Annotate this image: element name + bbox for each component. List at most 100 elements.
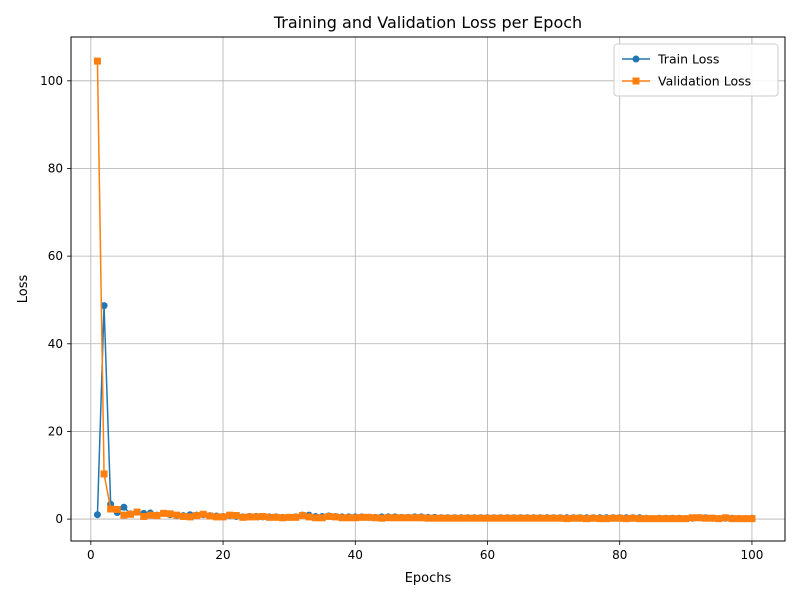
data-point: [120, 503, 128, 511]
data-point: [404, 514, 412, 522]
data-point: [338, 514, 346, 522]
data-point: [603, 515, 610, 523]
data-point: [715, 515, 723, 523]
data-point: [424, 514, 432, 522]
series-validation-loss: [93, 57, 756, 523]
data-point: [609, 514, 617, 522]
data-point: [543, 514, 551, 522]
data-point: [113, 505, 121, 513]
legend-box: [613, 43, 779, 97]
data-point: [583, 515, 591, 523]
data-point: [530, 514, 538, 522]
data-point: [576, 514, 584, 522]
axis-ticks: 0 20 40 60 80 100 0 20 40 60 80 100: [40, 74, 763, 562]
data-point: [490, 514, 498, 522]
data-point: [457, 514, 465, 522]
data-point: [93, 57, 101, 65]
x-tick-label: 100: [740, 548, 763, 562]
data-point: [325, 512, 333, 520]
data-point: [186, 513, 194, 521]
data-point: [735, 515, 743, 523]
y-tick-label: 80: [48, 161, 63, 175]
data-point: [450, 514, 458, 522]
data-point: [107, 505, 115, 513]
data-point: [120, 511, 128, 519]
data-point: [232, 512, 240, 520]
data-point: [206, 512, 214, 520]
data-point: [398, 514, 406, 522]
plot-area-frame: [70, 36, 786, 542]
data-point: [199, 510, 207, 518]
data-point: [219, 513, 227, 521]
chart-title: Training and Validation Loss per Epoch: [273, 13, 582, 32]
data-point: [292, 513, 300, 521]
data-point: [675, 515, 683, 523]
data-point: [596, 515, 604, 523]
data-point: [695, 514, 703, 522]
legend-marker: [632, 55, 640, 63]
data-point: [239, 513, 247, 521]
data-point: [312, 514, 320, 522]
data-point: [226, 511, 234, 519]
data-point: [272, 513, 280, 521]
data-point: [444, 514, 452, 522]
data-point: [536, 514, 544, 522]
data-point: [662, 515, 670, 523]
data-point: [345, 514, 353, 522]
data-point: [503, 514, 511, 522]
data-point: [179, 512, 187, 520]
data-point: [655, 515, 663, 523]
data-point: [636, 515, 644, 523]
y-tick-label: 60: [48, 249, 63, 263]
data-point: [728, 515, 736, 523]
data-point: [411, 514, 419, 522]
data-point: [642, 515, 650, 523]
data-point: [748, 515, 756, 523]
data-point: [365, 513, 372, 521]
data-point: [417, 514, 425, 522]
data-point: [193, 512, 201, 520]
y-tick-label: 0: [55, 512, 63, 526]
data-point: [371, 514, 379, 522]
data-point: [140, 512, 148, 520]
y-tick-label: 20: [48, 424, 63, 438]
data-point: [93, 511, 101, 519]
data-point: [146, 511, 154, 519]
y-axis-label: Loss: [16, 275, 31, 304]
data-point: [470, 514, 478, 522]
data-point: [252, 513, 260, 521]
data-point: [563, 515, 571, 523]
data-point: [127, 510, 134, 518]
data-point: [305, 513, 313, 521]
x-tick-label: 0: [87, 548, 95, 562]
data-point: [682, 515, 690, 523]
data-point: [100, 470, 108, 478]
data-point: [173, 511, 181, 519]
data-point: [569, 514, 577, 522]
x-tick-label: 40: [348, 548, 363, 562]
data-point: [510, 514, 518, 522]
data-point: [298, 512, 306, 520]
data-point: [622, 515, 630, 523]
data-point: [477, 514, 485, 522]
data-point: [331, 513, 339, 521]
data-point: [318, 514, 326, 522]
data-point: [741, 515, 749, 523]
data-point: [212, 513, 220, 521]
data-point: [649, 515, 657, 523]
data-point: [358, 513, 366, 521]
data-point: [556, 514, 564, 522]
legend: Train Loss Validation Loss: [613, 43, 779, 97]
data-point: [523, 514, 531, 522]
data-point: [351, 514, 359, 522]
x-axis-label: Epochs: [405, 571, 452, 586]
data-point: [246, 513, 253, 521]
data-point: [265, 513, 273, 521]
x-tick-label: 80: [612, 548, 627, 562]
legend-label: Train Loss: [657, 52, 719, 67]
data-point: [484, 514, 491, 522]
data-point: [431, 514, 439, 522]
data-point: [616, 514, 624, 522]
